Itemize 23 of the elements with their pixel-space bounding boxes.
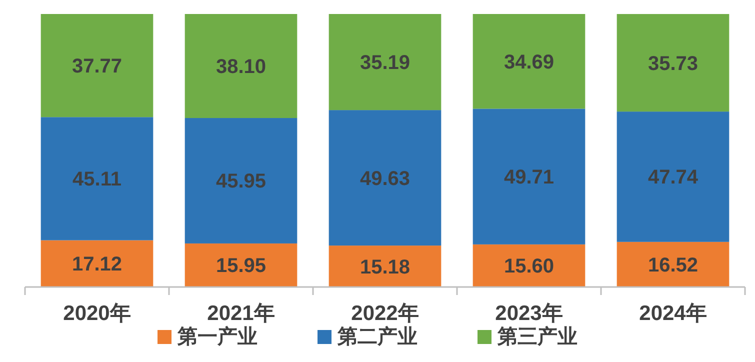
x-tick-label: 2024年	[639, 302, 707, 325]
data-label: 45.95	[216, 170, 266, 193]
x-tick-label: 2021年	[207, 302, 275, 325]
data-label: 37.77	[72, 56, 122, 78]
data-label: 15.18	[360, 256, 410, 278]
data-label: 49.63	[360, 168, 410, 190]
data-label: 38.10	[216, 56, 266, 78]
data-label: 34.69	[504, 51, 554, 74]
legend-label: 第一产业	[176, 325, 258, 348]
data-label: 17.12	[72, 254, 122, 276]
legend-label: 第二产业	[336, 325, 418, 348]
legend-label: 第三产业	[496, 325, 578, 348]
data-label: 15.60	[504, 256, 554, 278]
data-label: 16.52	[648, 254, 698, 276]
x-tick-label: 2022年	[351, 302, 419, 325]
data-label: 15.95	[216, 255, 266, 278]
x-tick-label: 2023年	[495, 302, 563, 325]
data-label: 45.11	[72, 168, 122, 191]
data-label: 49.71	[504, 166, 554, 189]
x-tick-label: 2020年	[63, 302, 131, 325]
data-label: 47.74	[648, 166, 699, 189]
data-label: 35.73	[648, 52, 698, 75]
data-label: 35.19	[360, 52, 410, 74]
